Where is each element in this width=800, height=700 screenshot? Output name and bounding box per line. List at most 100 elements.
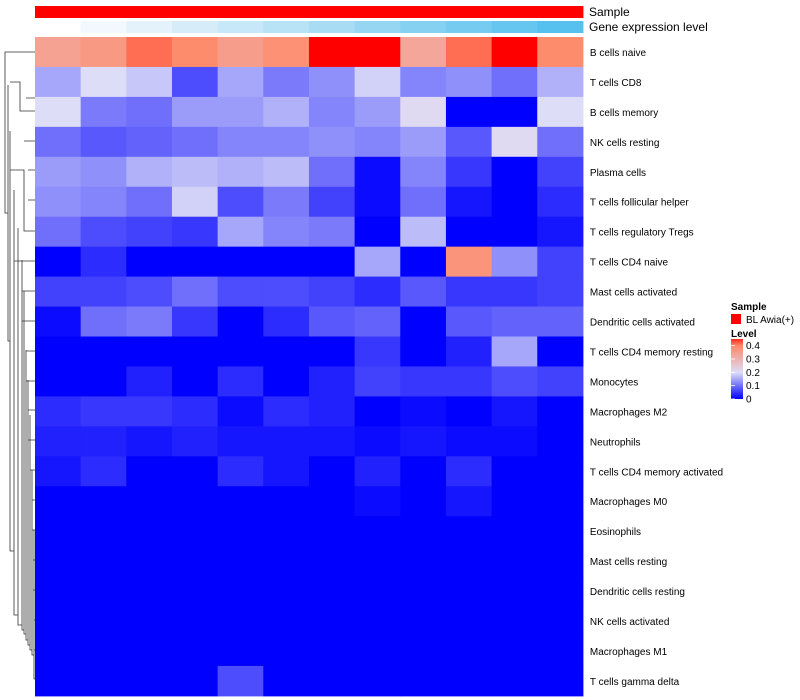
heatmap-cell bbox=[80, 366, 127, 397]
heatmap-cell bbox=[537, 96, 584, 128]
heatmap-cell bbox=[263, 366, 310, 397]
heatmap-cell bbox=[80, 426, 127, 457]
heatmap-cell bbox=[217, 276, 264, 308]
row-label: NK cells activated bbox=[590, 617, 669, 628]
heatmap-cell bbox=[445, 606, 493, 637]
heatmap-cell bbox=[354, 456, 401, 487]
heatmap-cell bbox=[445, 126, 493, 158]
row-label: Macrophages M0 bbox=[590, 497, 668, 508]
annotation-cell bbox=[308, 21, 356, 33]
heatmap-cell bbox=[308, 246, 356, 278]
heatmap-cell bbox=[354, 216, 401, 248]
heatmap-cell bbox=[400, 66, 447, 98]
heatmap-cell bbox=[217, 96, 264, 128]
heatmap-cell bbox=[217, 546, 264, 577]
annotation-cell bbox=[263, 6, 310, 18]
heatmap-cell bbox=[491, 486, 538, 517]
heatmap-cell bbox=[400, 576, 447, 607]
heatmap-cell bbox=[491, 426, 538, 457]
legend-sample-swatch bbox=[731, 314, 741, 324]
row-label: Mast cells resting bbox=[590, 557, 667, 568]
heatmap-cell bbox=[537, 665, 584, 697]
heatmap-cell bbox=[263, 636, 310, 667]
heatmap-cell bbox=[308, 516, 356, 547]
legend-tick-label: 0.4 bbox=[746, 341, 760, 352]
row-label: NK cells resting bbox=[590, 138, 659, 149]
heatmap-cell bbox=[80, 665, 127, 697]
heatmap-cell bbox=[171, 546, 219, 577]
heatmap-cell bbox=[354, 396, 401, 427]
annotation-track-labels: Sample Gene expression level bbox=[589, 5, 708, 34]
heatmap-cell bbox=[217, 516, 264, 547]
heatmap-cell bbox=[263, 576, 310, 607]
heatmap-cell bbox=[354, 636, 401, 667]
heatmap-cell bbox=[354, 576, 401, 607]
heatmap-cell bbox=[263, 306, 310, 337]
heatmap-cell bbox=[217, 426, 264, 457]
heatmap-cell bbox=[35, 366, 82, 397]
dendrogram-branch bbox=[24, 140, 35, 232]
heatmap-cell bbox=[445, 216, 493, 248]
row-dendrogram bbox=[4, 51, 35, 680]
row-label: Neutrophils bbox=[590, 437, 641, 448]
annotation-cell bbox=[445, 21, 493, 33]
heatmap-cell bbox=[491, 546, 538, 577]
heatmap-cell bbox=[491, 366, 538, 397]
heatmap-cell bbox=[537, 276, 584, 308]
heatmap-cell bbox=[400, 336, 447, 367]
heatmap-cell bbox=[354, 606, 401, 637]
heatmap-cell bbox=[308, 366, 356, 397]
heatmap-cell bbox=[354, 665, 401, 697]
heatmap-cell bbox=[491, 336, 538, 367]
heatmap-cell bbox=[445, 96, 493, 128]
row-label: B cells naive bbox=[590, 48, 647, 59]
heatmap-cell bbox=[35, 396, 82, 427]
heatmap-cell bbox=[445, 576, 493, 607]
dendrogram-branch bbox=[33, 530, 35, 680]
heatmap-cell bbox=[308, 66, 356, 98]
heatmap-cell bbox=[217, 216, 264, 248]
heatmap-cell bbox=[217, 606, 264, 637]
heatmap-cell bbox=[126, 366, 173, 397]
heatmap-cell bbox=[217, 636, 264, 667]
heatmap-cell bbox=[400, 366, 447, 397]
dendrogram-branch bbox=[31, 470, 34, 656]
heatmap-cell bbox=[171, 516, 219, 547]
heatmap-cell bbox=[445, 336, 493, 367]
heatmap-cell bbox=[171, 216, 219, 248]
heatmap-cell bbox=[537, 516, 584, 547]
heatmap-cell bbox=[491, 516, 538, 547]
dendrogram-branch bbox=[27, 380, 30, 646]
heatmap-cell bbox=[263, 246, 310, 278]
heatmap-cell bbox=[445, 546, 493, 577]
heatmap-cell bbox=[217, 126, 264, 158]
annotation-cell bbox=[126, 6, 173, 18]
heatmap-cell bbox=[217, 246, 264, 278]
legend-level-title: Level bbox=[731, 329, 757, 340]
heatmap-cell bbox=[80, 96, 127, 128]
heatmap-cell bbox=[537, 37, 584, 68]
heatmap-cell bbox=[308, 37, 356, 68]
row-label: Dendritic cells resting bbox=[590, 587, 685, 598]
heatmap-cell bbox=[308, 306, 356, 337]
annotation-cell bbox=[400, 21, 447, 33]
heatmap-cell bbox=[354, 96, 401, 128]
heatmap-cell bbox=[537, 576, 584, 607]
heatmap-cell bbox=[35, 606, 82, 637]
heatmap-cell bbox=[263, 516, 310, 547]
heatmap-cell bbox=[308, 665, 356, 697]
heatmap-cell bbox=[126, 396, 173, 427]
heatmap-cell bbox=[35, 96, 82, 128]
legend-sample-entry: BL Awia(+) bbox=[746, 315, 794, 326]
heatmap-cell bbox=[35, 576, 82, 607]
heatmap-cell bbox=[80, 516, 127, 547]
heatmap-cell bbox=[171, 306, 219, 337]
heatmap-cell bbox=[491, 576, 538, 607]
heatmap-cell bbox=[126, 276, 173, 308]
heatmap-cell bbox=[35, 246, 82, 278]
heatmap-cell bbox=[445, 306, 493, 337]
heatmap-cell bbox=[445, 66, 493, 98]
heatmap-cell bbox=[263, 126, 310, 158]
heatmap-cell bbox=[80, 216, 127, 248]
heatmap-cell bbox=[400, 486, 447, 517]
